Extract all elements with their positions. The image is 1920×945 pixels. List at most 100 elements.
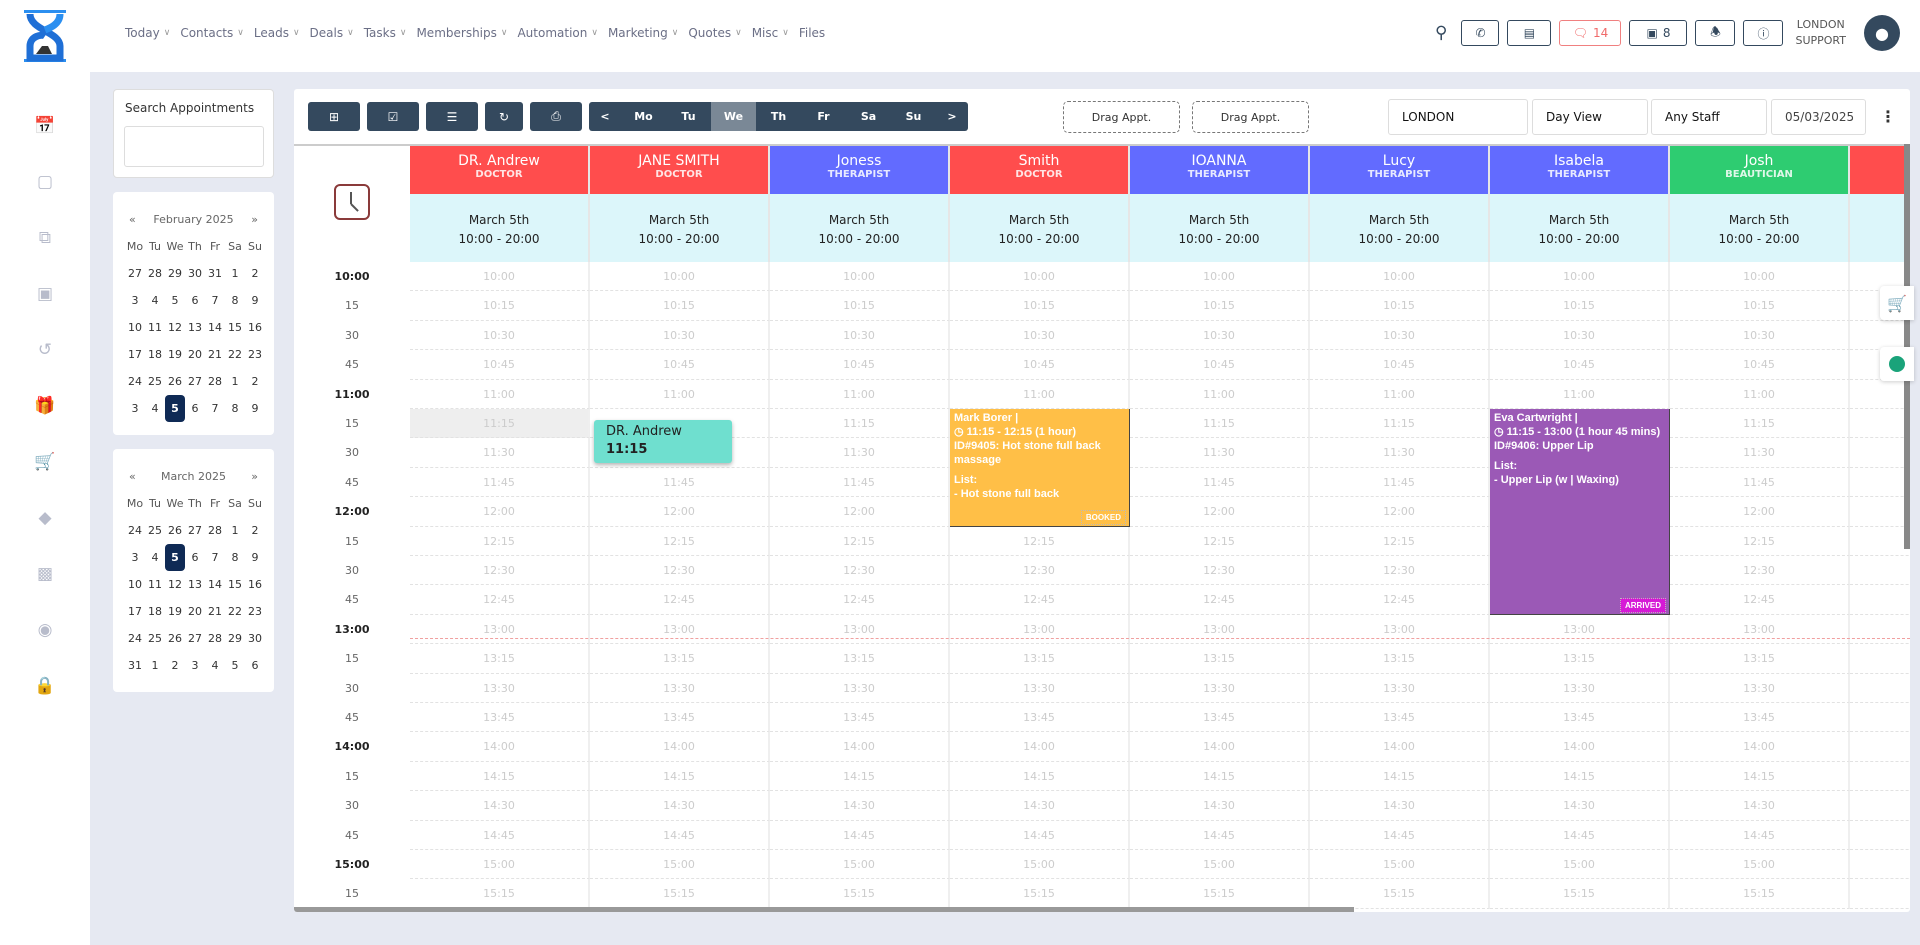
time-slot[interactable]: 12:15 (410, 526, 590, 556)
calendar-day[interactable]: 25 (148, 632, 162, 645)
calendar-day[interactable]: 5 (231, 659, 239, 672)
day-button-tu[interactable]: Tu (681, 110, 696, 123)
time-slot[interactable]: 13:00 (1490, 614, 1670, 645)
calendar-day[interactable]: 4 (151, 402, 159, 415)
time-slot[interactable]: 10:15 (1130, 291, 1310, 321)
time-slot[interactable]: 14:30 (770, 791, 950, 821)
tag-icon[interactable]: ◆ (38, 508, 52, 528)
time-slot[interactable]: 14:30 (1130, 791, 1310, 821)
calendar-day[interactable]: 13 (188, 321, 202, 334)
time-slot[interactable]: 10:30 (770, 320, 950, 351)
add-appointment-button[interactable]: ⊞ (308, 102, 360, 131)
nav-automation[interactable]: Automation ∨ (517, 26, 597, 40)
time-slot[interactable]: 12:45 (770, 585, 950, 615)
date-input[interactable]: 05/03/2025 (1771, 99, 1866, 135)
calendar-day[interactable]: 24 (128, 524, 142, 537)
time-slot[interactable]: 10:15 (1490, 291, 1670, 321)
calendar-check-button[interactable]: ☑ (367, 102, 419, 131)
next-month-button[interactable]: » (251, 213, 258, 226)
calendar-day[interactable]: 2 (251, 524, 259, 537)
calendar-day[interactable]: 26 (168, 524, 182, 537)
time-slot[interactable]: 11:00 (1310, 379, 1490, 409)
time-slot[interactable]: 10:45 (1310, 350, 1490, 380)
time-slot[interactable]: 11:00 (950, 379, 1130, 409)
calendar-day[interactable]: 6 (191, 294, 199, 307)
calendar-day[interactable]: 18 (148, 348, 162, 361)
time-slot[interactable]: 13:45 (590, 703, 770, 733)
staff-header[interactable]: Lucy THERAPIST (1310, 146, 1490, 194)
location-select[interactable]: LONDON (1388, 99, 1528, 135)
user-name[interactable]: LONDON SUPPORT (1795, 17, 1846, 49)
time-slot[interactable]: 14:30 (410, 791, 590, 821)
time-slot[interactable]: 15:15 (1490, 879, 1670, 909)
time-slot[interactable]: 14:45 (1130, 820, 1310, 850)
time-slot[interactable]: 11:45 (1310, 467, 1490, 498)
time-slot[interactable]: 11:30 (1850, 438, 1910, 468)
time-slot[interactable]: 11:45 (1130, 467, 1310, 498)
calendar-day[interactable]: 27 (188, 524, 202, 537)
nav-today[interactable]: Today ∨ (125, 26, 170, 40)
calendar-day[interactable]: 19 (168, 348, 182, 361)
time-slot[interactable]: 11:15 (770, 409, 950, 439)
search-appointments-input[interactable] (124, 126, 264, 167)
store-button[interactable]: ▣ 8 (1629, 20, 1688, 46)
time-slot[interactable]: 14:15 (1310, 761, 1490, 792)
calendar-day[interactable]: 26 (168, 375, 182, 388)
calendar-day[interactable]: 29 (228, 632, 242, 645)
time-slot[interactable]: 13:15 (590, 644, 770, 674)
selected-day[interactable]: 5 (165, 544, 185, 571)
staff-header[interactable] (1850, 146, 1910, 194)
time-slot[interactable]: 11:00 (1130, 379, 1310, 409)
cart-icon[interactable]: 🛒 (34, 452, 56, 472)
history-icon[interactable]: ↺ (37, 340, 53, 360)
calendar-day[interactable]: 3 (131, 402, 139, 415)
time-slot[interactable]: 12:00 (770, 497, 950, 527)
cart-float-button[interactable]: 🛒 (1880, 286, 1914, 320)
time-slot[interactable]: 10:30 (590, 320, 770, 351)
time-slot[interactable]: 11:15 (1130, 409, 1310, 439)
time-slot[interactable]: 13:00 (1850, 615, 1910, 645)
nav-quotes[interactable]: Quotes ∨ (688, 26, 741, 40)
calendar-day[interactable]: 12 (168, 578, 182, 591)
time-slot[interactable]: 10:15 (1670, 291, 1850, 321)
time-slot[interactable]: 11:30 (1310, 438, 1490, 468)
appointment-card[interactable]: Mark Borer | ◷ 11:15 - 12:15 (1 hour) ID#9… (950, 409, 1130, 527)
time-slot[interactable]: 12:15 (1670, 526, 1850, 556)
calendar-day[interactable]: 10 (128, 578, 142, 591)
time-slot[interactable]: 10:00 (770, 262, 950, 292)
time-slot[interactable]: 11:45 (590, 467, 770, 498)
calendar-day[interactable]: 28 (148, 267, 162, 280)
calendar-day[interactable]: 28 (208, 524, 222, 537)
calendar-day[interactable]: 21 (208, 605, 222, 618)
time-slot[interactable]: 13:30 (1490, 673, 1670, 703)
time-slot[interactable]: 10:45 (1130, 350, 1310, 380)
time-slot[interactable]: 13:00 (770, 614, 950, 645)
time-slot[interactable]: 11:15 (1670, 409, 1850, 439)
time-slot[interactable]: 12:30 (410, 556, 590, 586)
time-slot[interactable]: 13:15 (1670, 644, 1850, 674)
time-slot[interactable]: 14:00 (590, 732, 770, 762)
horizontal-scrollbar[interactable] (294, 907, 1354, 912)
calendar-day[interactable]: 2 (251, 375, 259, 388)
time-slot[interactable]: 12:45 (950, 585, 1130, 615)
calendar-day[interactable]: 21 (208, 348, 222, 361)
time-slot[interactable]: 13:15 (770, 644, 950, 674)
calendar-day[interactable]: 23 (248, 605, 262, 618)
time-slot[interactable]: 14:45 (1670, 820, 1850, 850)
calendar-day[interactable]: 2 (171, 659, 179, 672)
time-slot[interactable]: 11:45 (1850, 468, 1910, 498)
calendar-day[interactable]: 14 (208, 578, 222, 591)
time-slot[interactable]: 10:30 (1670, 320, 1850, 351)
time-slot[interactable]: 12:00 (1130, 497, 1310, 527)
time-slot[interactable]: 10:00 (1670, 262, 1850, 292)
time-slot[interactable]: 14:00 (950, 732, 1130, 762)
time-slot[interactable]: 11:00 (410, 379, 590, 409)
calendar-day[interactable]: 11 (148, 578, 162, 591)
calendar-day[interactable]: 7 (211, 551, 219, 564)
staff-header[interactable]: Isabela THERAPIST (1490, 146, 1670, 194)
time-slot[interactable]: 14:00 (1850, 732, 1910, 762)
time-slot[interactable]: 12:45 (1670, 585, 1850, 615)
time-slot[interactable]: 10:15 (950, 291, 1130, 321)
print-button[interactable]: ⎙ (530, 102, 582, 131)
nav-contacts[interactable]: Contacts ∨ (180, 26, 244, 40)
